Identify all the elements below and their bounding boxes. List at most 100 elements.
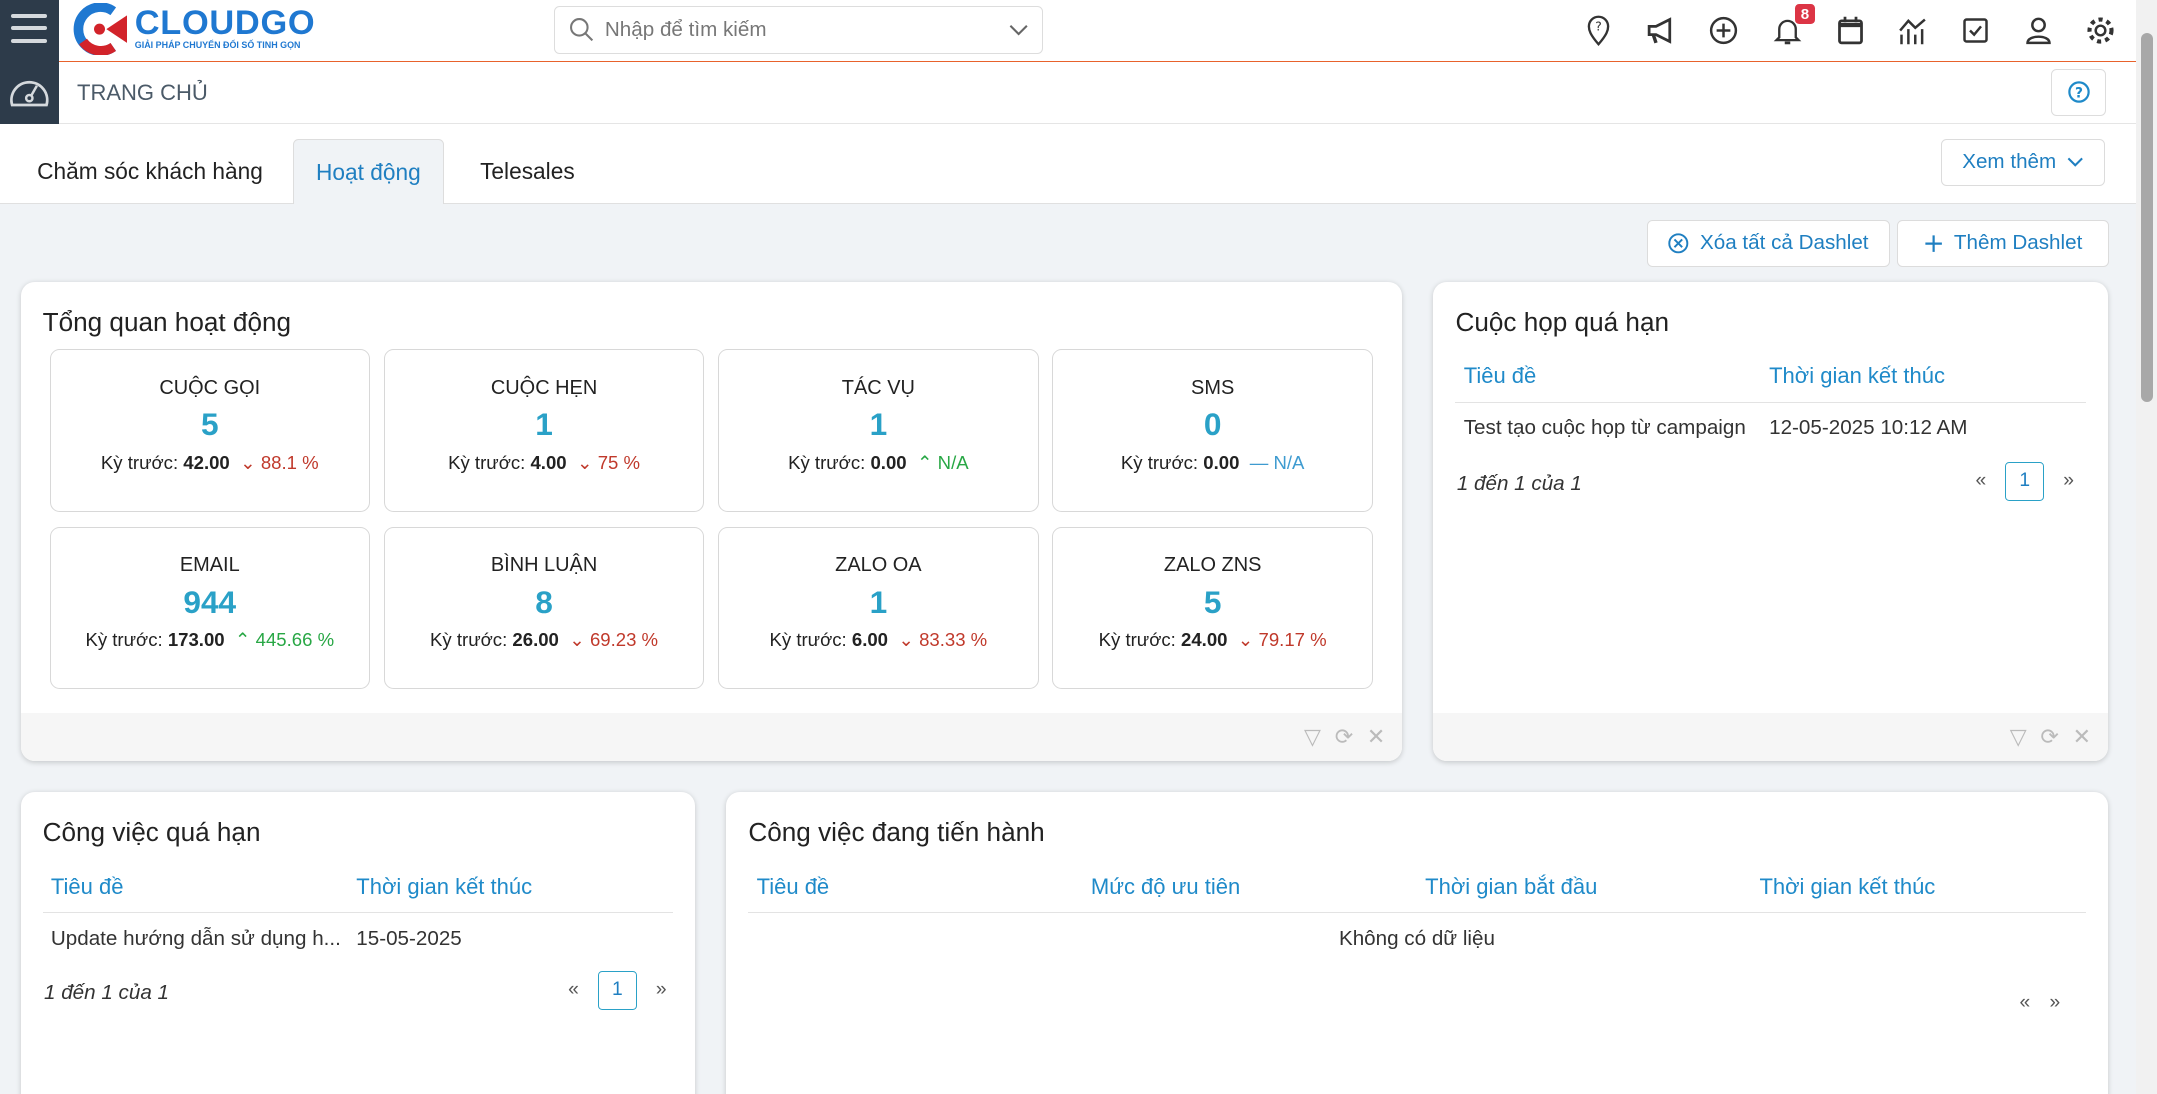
stat-value: 5 [1203,583,1222,620]
prev-page[interactable]: « [568,979,579,1001]
column-header[interactable]: Thời gian bắt đầu [1416,861,1752,913]
map-pin-help-icon[interactable]: ? [1582,14,1615,47]
dashlet-title: Tổng quan hoạt động [42,306,292,337]
chevron-down-icon [2067,157,2084,167]
next-page[interactable]: » [2063,470,2074,492]
cell-end-time: 12-05-2025 10:12 AM [1769,416,1968,440]
empty-message: Không có dữ liệu [1338,926,1495,950]
stat-card[interactable]: SMS 0 Kỳ trước: 0.00 — N/A [1052,349,1373,512]
svg-text:?: ? [1595,19,1602,33]
prev-value: 26.00 [512,629,559,651]
page-1[interactable]: 1 [598,971,637,1010]
stat-change: 79.17 % [1258,629,1327,651]
stat-card[interactable]: CUỘC GỌI 5 Kỳ trước: 42.00 ⌄ 88.1 % [49,349,371,512]
chart-icon[interactable] [1896,14,1929,47]
trend-up-icon: ⌃ [234,629,251,651]
refresh-icon[interactable]: ⟳ [1334,723,1354,749]
table-row[interactable]: Test tạo cuộc họp từ campaign 12-05-2025 … [1455,402,2085,454]
menu-icon[interactable] [11,13,47,44]
chevron-down-icon[interactable] [1009,23,1028,37]
pagination: « 1 » [1975,462,2074,501]
stat-label: TÁC VỤ [841,376,915,399]
stat-card[interactable]: BÌNH LUẬN 8 Kỳ trước: 26.00 ⌄ 69.23 % [383,526,705,690]
prev-value: 42.00 [183,451,230,473]
user-icon[interactable] [2022,14,2055,47]
tasks-table: Tiêu đề Thời gian kết thúc Update hướng d… [42,861,673,964]
stat-label: CUỘC GỌI [159,376,261,399]
stat-value: 1 [535,406,553,443]
stat-previous: Kỳ trước: 42.00 ⌄ 88.1 % [51,452,370,474]
stat-card[interactable]: ZALO ZNS 5 Kỳ trước: 24.00 ⌄ 79.17 % [1052,526,1373,690]
prev-page[interactable]: « [2019,991,2031,1013]
close-icon[interactable]: ✕ [1366,723,1386,749]
prev-value: 4.00 [530,451,567,473]
stat-value: 1 [869,583,888,620]
stat-value: 8 [535,583,553,620]
top-bar [0,0,2137,62]
tab-hoat-dong[interactable]: Hoạt động [293,138,444,204]
dashboard-icon[interactable] [8,72,51,111]
pagination: «» [2020,992,2061,1014]
refresh-icon[interactable]: ⟳ [2040,723,2059,749]
clear-all-dashlets-button[interactable]: Xóa tất cả Dashlet [1646,220,1891,267]
column-header[interactable]: Thời gian kết thúc [1751,861,2086,913]
prev-label: Kỳ trước: [100,451,179,473]
column-header[interactable]: Thời gian kết thúc [1760,350,2086,403]
trend-down-icon: ⌄ [240,451,256,473]
plus-icon [1925,235,1942,252]
next-page[interactable]: » [2049,991,2061,1013]
filter-icon[interactable]: ▽ [2009,723,2027,749]
close-circle-icon [1668,233,1689,254]
calendar-icon[interactable] [1834,14,1867,47]
page-1[interactable]: 1 [2005,462,2044,501]
stat-card[interactable]: CUỘC HẸN 1 Kỳ trước: 4.00 ⌄ 75 % [383,349,705,512]
tab-cham-soc-khach-hang[interactable]: Chăm sóc khách hàng [37,157,263,184]
tab-telesales[interactable]: Telesales [480,157,575,184]
column-header[interactable]: Tiêu đề [748,861,1083,913]
gear-icon[interactable] [2084,14,2117,47]
cell-title: Test tạo cuộc họp từ campaign [1463,416,1746,440]
stat-card[interactable]: EMAIL 944 Kỳ trước: 173.00 ⌃ 445.66 % [49,526,371,690]
stat-card[interactable]: ZALO OA 1 Kỳ trước: 6.00 ⌄ 83.33 % [718,526,1039,690]
breadcrumb-bar [59,61,2137,124]
scrollbar-thumb[interactable] [2140,33,2153,402]
next-page[interactable]: » [655,979,667,1001]
meetings-table: Tiêu đề Thời gian kết thúc Test tạo cuộc … [1455,350,2086,454]
help-button[interactable]: ? [2051,68,2107,116]
prev-page[interactable]: « [1975,470,1987,492]
table-row[interactable]: Update hướng dẫn sử dụng h... 15-05-2025 [43,912,673,964]
dashlet-title: Công việc đang tiến hành [748,817,1045,848]
checkbox-icon[interactable] [1959,14,1992,47]
column-header[interactable]: Thời gian kết thúc [348,861,673,913]
stat-previous: Kỳ trước: 0.00 ⌃ N/A [719,452,1038,474]
column-header[interactable]: Tiêu đề [42,861,349,913]
prev-value: 6.00 [851,629,889,651]
column-header[interactable]: Mức độ ưu tiên [1082,861,1417,913]
dashlet-footer: ▽ ⟳ ✕ [1433,712,2108,761]
more-button[interactable]: Xem thêm [1941,138,2105,186]
stat-card[interactable]: TÁC VỤ 1 Kỳ trước: 0.00 ⌃ N/A [718,349,1039,512]
inprogress-tasks-dashlet: Công việc đang tiến hành Tiêu đề Mức độ ư… [726,792,2108,1094]
prev-label: Kỳ trước: [430,629,508,651]
filter-icon[interactable]: ▽ [1304,723,1321,749]
stat-previous: Kỳ trước: 173.00 ⌃ 445.66 % [51,629,370,651]
trend-down-icon: ⌄ [569,629,585,651]
close-icon[interactable]: ✕ [2072,723,2092,749]
search-input[interactable]: Nhập để tìm kiếm [554,5,1043,54]
stat-change: 83.33 % [919,629,988,651]
add-dashlet-button[interactable]: Thêm Dashlet [1897,220,2109,267]
column-header[interactable]: Tiêu đề [1455,350,1761,403]
bell-icon[interactable] [1771,14,1804,47]
plus-circle-icon[interactable] [1707,14,1740,47]
megaphone-icon[interactable] [1645,14,1678,47]
record-count: 1 đến 1 của 1 [44,980,169,1004]
logo[interactable]: CLOUDGO GIẢI PHÁP CHUYỂN ĐỔI SỐ TINH GỌN [72,1,316,56]
trend-down-icon: ⌄ [898,629,914,651]
overdue-tasks-dashlet: Công việc quá hạn Tiêu đề Thời gian kết t… [20,792,695,1094]
stat-previous: Kỳ trước: 24.00 ⌄ 79.17 % [1053,629,1372,651]
stat-change: N/A [1273,451,1305,473]
dashlet-title: Cuộc họp quá hạn [1455,306,1669,337]
prev-value: 173.00 [167,629,225,651]
inprogress-table: Tiêu đề Mức độ ưu tiên Thời gian bắt đầu Th… [748,861,2086,964]
